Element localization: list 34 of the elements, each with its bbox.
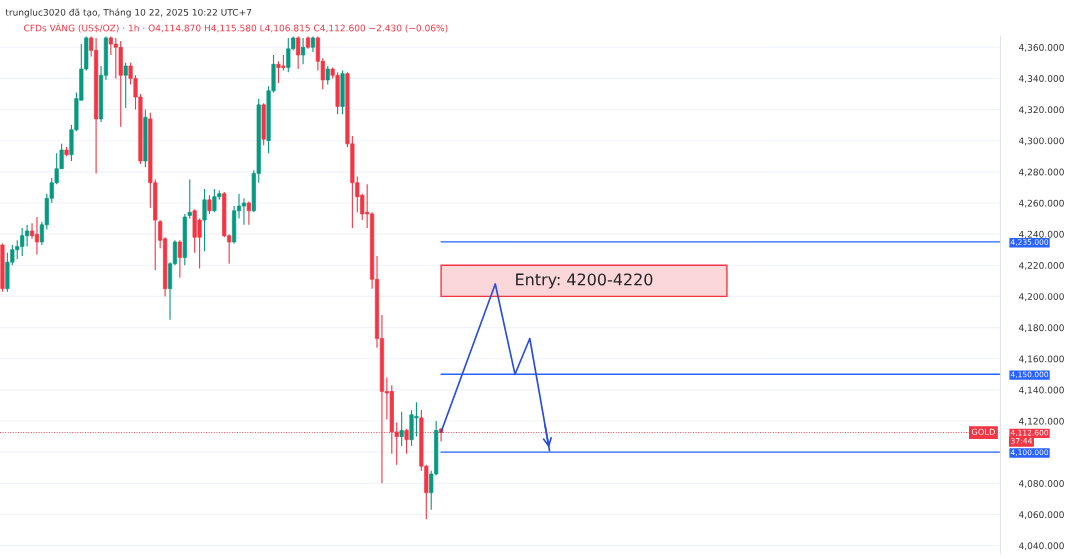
candlestick xyxy=(404,428,409,455)
y-tick-label: 4,120.000 xyxy=(1018,417,1064,426)
y-tick-label: 4,360.000 xyxy=(1018,43,1064,52)
y-tick-label: 4,240.000 xyxy=(1018,230,1064,239)
y-tick-label: 4,220.000 xyxy=(1018,262,1064,270)
annotation: GOLD xyxy=(971,428,995,435)
y-tick-label: 4,080.000 xyxy=(1018,480,1064,488)
y-tick-label: 4,180.000 xyxy=(1018,324,1064,333)
y-tick-label: 4,280.000 xyxy=(1018,168,1064,177)
candlestick xyxy=(207,194,212,215)
candlestick xyxy=(296,36,301,70)
y-tick-label: 4,200.000 xyxy=(1018,293,1064,301)
y-tick-label: 4,260.000 xyxy=(1018,199,1064,208)
candlestick xyxy=(143,108,148,168)
y-tick-label: 4,300.000 xyxy=(1018,137,1064,146)
y-tick-label: 4,060.000 xyxy=(1018,511,1064,519)
y-tick-label: 4,320.000 xyxy=(1018,106,1064,115)
y-tick-label: 4,140.000 xyxy=(1018,386,1064,395)
candlestick xyxy=(187,179,192,220)
y-tick-label: 4,160.000 xyxy=(1018,355,1064,364)
y-tick-label: 4,340.000 xyxy=(1018,75,1064,83)
candlestick xyxy=(399,411,404,447)
candlestick xyxy=(261,102,266,146)
band-label: Entry: 4200-4220 xyxy=(516,273,653,289)
y-tick-label: 4,040.000 xyxy=(1018,542,1064,551)
candlestick xyxy=(202,188,207,252)
candlestick xyxy=(64,146,69,157)
candlestick xyxy=(340,70,345,115)
candlestick xyxy=(0,242,5,293)
candlestick xyxy=(123,62,128,109)
chart-subtitle: CFDs VÀNG (US$/OZ) · 1h · O4,114.870 H4,115.580 L4,106.815 C4,112.600 −2.430 (−0.06%) xyxy=(24,22,448,33)
candlestick xyxy=(325,65,330,86)
chart-title: trungluc3020 đã tạo, Tháng 10 22, 2025 10:22 UTC+7 xyxy=(5,8,252,18)
candlestick xyxy=(182,213,187,266)
